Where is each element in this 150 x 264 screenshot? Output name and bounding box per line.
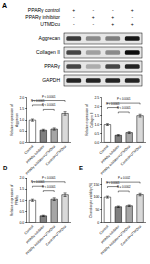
svg-text:PPARγ inhibitor: PPARγ inhibitor xyxy=(25,224,46,245)
svg-text:1.5: 1.5 xyxy=(19,187,24,191)
svg-text:+: + xyxy=(92,14,95,20)
svg-text:0.0: 0.0 xyxy=(94,141,99,145)
svg-text:P = 0.0002: P = 0.0002 xyxy=(117,185,131,189)
svg-text:P < 0.0001: P < 0.0001 xyxy=(31,99,45,103)
svg-text:PPARγ inhibitor: PPARγ inhibitor xyxy=(25,144,46,165)
svg-text:0.5: 0.5 xyxy=(19,129,24,133)
svg-text:Control: Control xyxy=(24,144,35,155)
svg-text:0.5: 0.5 xyxy=(19,210,24,214)
svg-text:P < 0.0001: P < 0.0001 xyxy=(106,181,120,185)
svg-text:P < 0.0001: P < 0.0001 xyxy=(117,97,131,101)
svg-text:Chondrocyte viability (%): Chondrocyte viability (%) xyxy=(89,183,93,218)
svg-text:-: - xyxy=(131,14,133,20)
svg-text:Control+UTMDcu: Control+UTMDcu xyxy=(120,225,142,247)
svg-text:Collagen II: Collagen II xyxy=(36,49,60,55)
svg-text:+: + xyxy=(111,21,114,27)
svg-text:GAPDH: GAPDH xyxy=(42,77,60,83)
svg-text:P < 0.0001: P < 0.0001 xyxy=(106,102,120,106)
svg-text:E: E xyxy=(79,165,83,171)
svg-text:P < 0.0001: P < 0.0001 xyxy=(42,95,56,99)
svg-text:+: + xyxy=(131,7,134,13)
svg-text:1.0: 1.0 xyxy=(94,123,99,127)
svg-text:1.5: 1.5 xyxy=(94,114,99,118)
svg-text:PPARγ inhibitor+UTMDcu: PPARγ inhibitor+UTMDcu xyxy=(100,225,131,256)
svg-text:Aggrecan: Aggrecan xyxy=(39,35,61,41)
svg-text:-: - xyxy=(73,21,75,27)
svg-text:A: A xyxy=(2,2,7,9)
svg-text:Relative expression ofCollagen: Relative expression ofCollagen II xyxy=(85,104,93,135)
svg-text:Control+UTMDcu: Control+UTMDcu xyxy=(120,144,142,166)
svg-text:2.0: 2.0 xyxy=(19,96,24,100)
svg-text:P < 0.0001: P < 0.0001 xyxy=(42,103,56,107)
svg-text:PPARγ inhibitor+UTMDcu: PPARγ inhibitor+UTMDcu xyxy=(25,144,56,175)
svg-text:2.5: 2.5 xyxy=(94,96,99,100)
svg-text:P = 0.002: P = 0.002 xyxy=(118,176,130,180)
svg-text:1.0: 1.0 xyxy=(19,118,24,122)
svg-text:Control: Control xyxy=(99,144,110,155)
svg-text:PPARγ inhibitor: PPARγ inhibitor xyxy=(100,144,121,165)
svg-text:-: - xyxy=(73,14,75,20)
svg-text:0.5: 0.5 xyxy=(94,132,99,136)
svg-text:Control: Control xyxy=(99,224,110,235)
svg-text:0: 0 xyxy=(97,221,99,225)
svg-text:50: 50 xyxy=(95,208,99,212)
svg-text:P < 0.0001: P < 0.0001 xyxy=(117,106,131,110)
svg-text:P < 0.0001: P < 0.0001 xyxy=(31,180,45,184)
svg-text:1.5: 1.5 xyxy=(19,107,24,111)
svg-text:2.0: 2.0 xyxy=(19,176,24,180)
svg-text:-: - xyxy=(92,7,94,13)
svg-text:100: 100 xyxy=(93,195,99,199)
svg-text:1.0: 1.0 xyxy=(19,198,24,202)
svg-text:-: - xyxy=(92,21,94,27)
svg-text:+: + xyxy=(131,21,134,27)
svg-text:PPARγ inhibitor+UTMDcu: PPARγ inhibitor+UTMDcu xyxy=(25,225,56,256)
svg-text:0.0: 0.0 xyxy=(19,141,24,145)
svg-text:150: 150 xyxy=(93,183,99,187)
svg-text:2.0: 2.0 xyxy=(94,105,99,109)
svg-text:Relative expression ofPPARγ: Relative expression ofPPARγ xyxy=(10,184,18,215)
svg-text:Control+UTMDcu: Control+UTMDcu xyxy=(45,225,67,247)
svg-text:P < 0.0001: P < 0.0001 xyxy=(42,176,56,180)
svg-text:Control+UTMDcu: Control+UTMDcu xyxy=(45,144,67,166)
svg-text:-: - xyxy=(112,7,114,13)
svg-text:PPARγ inhibitor: PPARγ inhibitor xyxy=(25,14,60,20)
svg-text:UTMDcu: UTMDcu xyxy=(40,21,60,27)
svg-text:PPARγ: PPARγ xyxy=(44,63,60,69)
svg-text:P < 0.0001: P < 0.0001 xyxy=(42,185,56,189)
svg-text:Control: Control xyxy=(24,224,35,235)
svg-text:Relative expression ofAggrecan: Relative expression ofAggrecan xyxy=(10,104,18,135)
svg-text:D: D xyxy=(3,165,8,171)
svg-text:PPARγ inhibitor+UTMDcu: PPARγ inhibitor+UTMDcu xyxy=(100,144,131,175)
svg-text:PPARγ inhibitor: PPARγ inhibitor xyxy=(100,224,121,245)
svg-text:+: + xyxy=(111,14,114,20)
svg-text:+: + xyxy=(72,7,75,13)
svg-text:PPARγ control: PPARγ control xyxy=(28,7,60,13)
svg-text:0.0: 0.0 xyxy=(19,221,24,225)
